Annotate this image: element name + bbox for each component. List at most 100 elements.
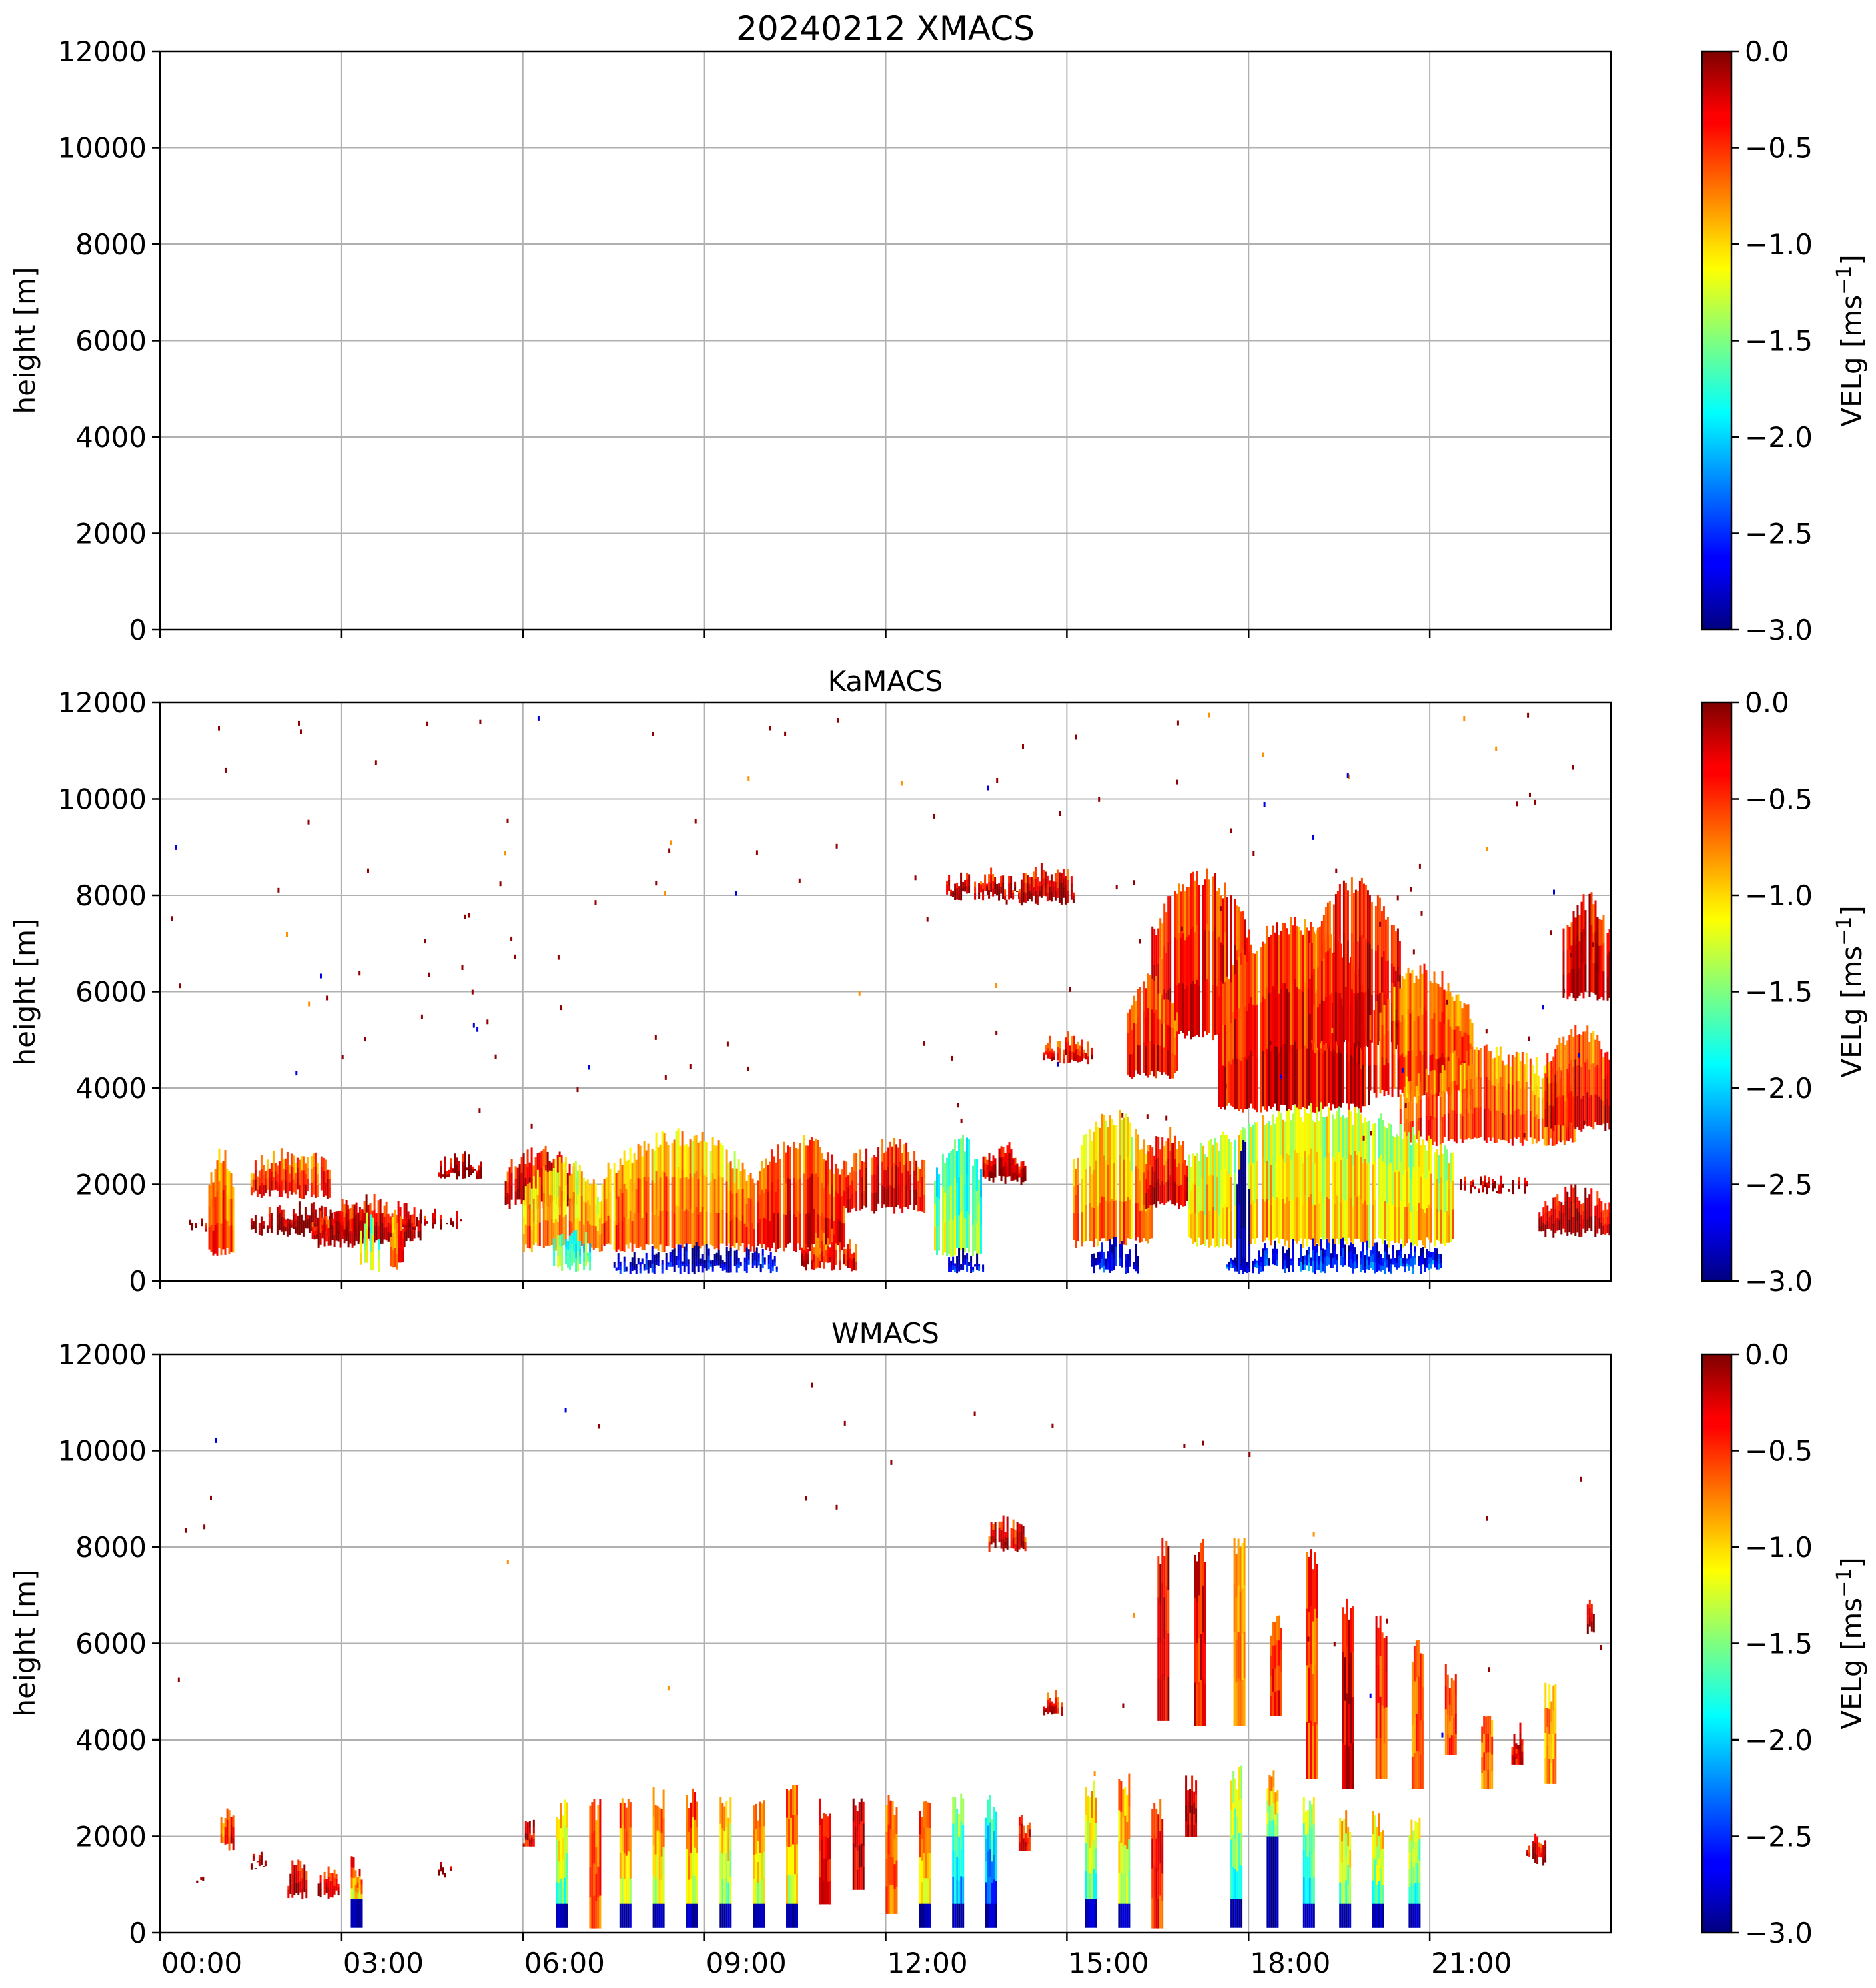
echo-pixel-column	[1334, 1244, 1336, 1252]
colorbar-label-sup: −1	[1833, 266, 1856, 295]
echo-pixel-column	[1226, 1171, 1228, 1208]
echo-pixel-column	[1498, 1184, 1500, 1188]
echo-pixel-column	[328, 1179, 331, 1189]
echo-pixel-column	[1382, 1266, 1384, 1270]
echo-pixel-column	[404, 1225, 406, 1228]
echo-pixel-column	[1426, 1255, 1428, 1262]
echo-pixel-column	[757, 1253, 760, 1258]
echo-pixel-column	[980, 884, 983, 889]
echo-pixel-column	[1115, 1163, 1117, 1201]
echo-pixel-column	[695, 1242, 698, 1251]
echo-pixel-column	[1220, 1135, 1222, 1170]
echo-pixel-column	[619, 1189, 622, 1221]
echo-pixel-column	[403, 1203, 406, 1218]
echo-pixel-column	[1135, 1129, 1137, 1167]
echo-pixel-column	[286, 1151, 289, 1168]
echo-pixel-column	[1594, 900, 1597, 933]
echo-pixel-column	[1318, 1203, 1320, 1246]
echo-pixel-column	[560, 1903, 562, 1928]
echo-pixel-column	[1584, 937, 1587, 965]
echo-pixel-column	[280, 1209, 283, 1218]
echo-pixel-column	[390, 1256, 392, 1267]
echo-pixel-column	[1290, 1045, 1292, 1111]
echo-pixel-column	[765, 1188, 767, 1219]
echo-pixel-column	[685, 1250, 688, 1259]
echo-pixel-column	[1169, 896, 1172, 943]
noise-pixel	[461, 965, 464, 970]
echo-pixel-column	[1552, 1211, 1555, 1225]
echo-pixel-column	[396, 1223, 398, 1239]
echo-pixel-column	[1554, 1209, 1557, 1222]
echo-pixel-column	[877, 1184, 880, 1204]
echo-pixel-column	[976, 1159, 978, 1192]
echo-pixel-column	[574, 1161, 577, 1191]
echo-pixel-column	[191, 1227, 193, 1231]
echo-pixel-column	[1572, 1202, 1575, 1218]
echo-pixel-column	[1412, 1262, 1414, 1268]
echo-pixel-column	[556, 1817, 558, 1840]
echo-pixel-column	[1360, 1258, 1362, 1266]
echo-pixel-column	[1139, 1045, 1141, 1075]
echo-pixel-column	[1274, 989, 1276, 1047]
echo-pixel-column	[302, 1156, 305, 1171]
echo-pixel-column	[412, 1227, 414, 1229]
colorbar-label-end: ]	[1835, 254, 1868, 265]
echo-pixel-column	[1016, 1163, 1019, 1171]
echo-pixel-column	[1586, 1059, 1589, 1093]
echo-pixel-column	[603, 1201, 606, 1224]
echo-pixel-column	[709, 1151, 712, 1183]
echo-pixel-column	[375, 1231, 378, 1241]
echo-pixel-column	[1286, 1197, 1288, 1241]
echo-pixel-column	[1596, 1065, 1599, 1095]
echo-pixel-column	[1372, 1164, 1374, 1206]
echo-region	[843, 1137, 926, 1214]
noise-pixel	[664, 891, 666, 896]
echo-pixel-column	[222, 1219, 225, 1250]
echo-pixel-column	[1511, 1115, 1514, 1146]
echo-pixel-column	[1528, 1849, 1531, 1853]
echo-pixel-column	[1222, 1169, 1224, 1209]
echo-pixel-column	[1409, 1101, 1412, 1123]
echo-pixel-column	[202, 1879, 205, 1881]
echo-pixel-column	[534, 1224, 537, 1243]
echo-pixel-column	[966, 1174, 968, 1211]
echo-pixel-column	[1045, 1710, 1047, 1712]
echo-pixel-column	[623, 1878, 626, 1905]
echo-pixel-column	[607, 1215, 610, 1244]
echo-pixel-column	[827, 1238, 829, 1247]
echo-pixel-column	[1540, 1843, 1543, 1849]
echo-pixel-column	[693, 1211, 696, 1250]
echo-pixel-column	[988, 1153, 991, 1163]
y-tick-label: 0	[129, 1265, 147, 1298]
echo-pixel-column	[1366, 1122, 1368, 1164]
echo-pixel-column	[1399, 1055, 1402, 1090]
echo-pixel-column	[970, 1256, 973, 1262]
echo-pixel-column	[516, 1189, 519, 1200]
echo-pixel-column	[1574, 917, 1577, 946]
echo-pixel-column	[1564, 1201, 1567, 1218]
echo-pixel-column	[998, 894, 1001, 901]
echo-pixel-column	[903, 1185, 906, 1207]
echo-pixel-column	[1135, 1023, 1137, 1047]
echo-pixel-column	[1306, 1250, 1308, 1256]
echo-pixel-column	[347, 1221, 350, 1235]
echo-pixel-column	[252, 1223, 255, 1227]
echo-pixel-column	[721, 1266, 724, 1271]
echo-pixel-column	[1248, 1244, 1251, 1272]
echo-pixel-column	[559, 1255, 562, 1266]
echo-pixel-column	[333, 1885, 336, 1895]
echo-pixel-column	[345, 1200, 348, 1215]
echo-pixel-column	[1358, 991, 1361, 1048]
echo-pixel-column	[968, 1262, 971, 1265]
echo-pixel-column	[208, 1227, 211, 1250]
echo-pixel-column	[1415, 1085, 1418, 1105]
echo-pixel-column	[1091, 1254, 1093, 1259]
echo-pixel-column	[230, 1173, 233, 1200]
echo-pixel-column	[645, 1181, 648, 1213]
echo-pixel-column	[988, 890, 991, 899]
echo-pixel-column	[306, 1157, 309, 1169]
echo-pixel-column	[438, 1175, 440, 1177]
echo-pixel-column	[1602, 1079, 1605, 1102]
echo-pixel-column	[1081, 1145, 1083, 1179]
echo-pixel-column	[1149, 975, 1151, 1009]
